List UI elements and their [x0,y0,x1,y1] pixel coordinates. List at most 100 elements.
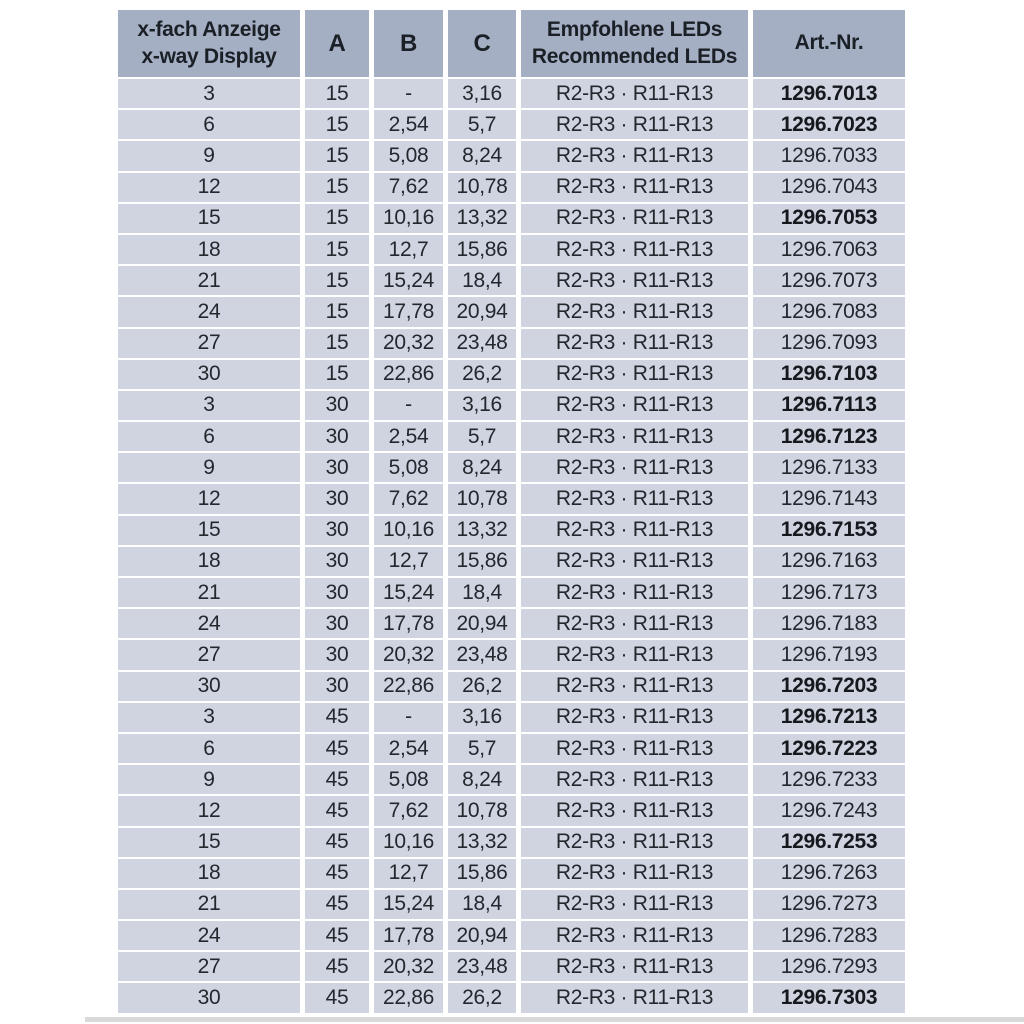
cell-b: 10,16 [374,203,443,233]
cell-c: 8,24 [448,765,516,795]
cell-art: 1296.7043 [753,172,905,202]
cell-art: 1296.7063 [753,234,905,265]
cell-art: 1296.7153 [753,515,905,545]
cell-art: 1296.7293 [753,952,905,982]
cell-leds: R2-R3 · R11-R13 [521,640,748,670]
cell-c: 15,86 [448,234,516,265]
cell-a: 45 [305,827,369,857]
cell-art: 1296.7083 [753,297,905,327]
cell-c: 13,32 [448,827,516,857]
cell-leds: R2-R3 · R11-R13 [521,827,748,857]
cell-leds: R2-R3 · R11-R13 [521,110,748,140]
cell-display: 12 [118,172,300,202]
cell-display: 15 [118,203,300,233]
cell-leds: R2-R3 · R11-R13 [521,515,748,545]
cell-display: 24 [118,609,300,639]
cell-leds: R2-R3 · R11-R13 [521,328,748,358]
cell-b: 20,32 [374,328,443,358]
cell-leds: R2-R3 · R11-R13 [521,765,748,795]
cell-c: 26,2 [448,671,516,701]
cell-c: 3,16 [448,79,516,109]
cell-display: 9 [118,765,300,795]
cell-leds: R2-R3 · R11-R13 [521,203,748,233]
cell-a: 30 [305,453,369,483]
cell-display: 9 [118,141,300,171]
cell-leds: R2-R3 · R11-R13 [521,359,748,389]
cell-leds: R2-R3 · R11-R13 [521,921,748,951]
cell-c: 10,78 [448,484,516,514]
cell-c: 20,94 [448,297,516,327]
cell-c: 23,48 [448,952,516,982]
cell-art: 1296.7163 [753,546,905,576]
cell-a: 30 [305,546,369,576]
cell-a: 30 [305,390,369,421]
cell-display: 18 [118,858,300,888]
cell-leds: R2-R3 · R11-R13 [521,484,748,514]
cell-leds: R2-R3 · R11-R13 [521,796,748,826]
cell-a: 30 [305,422,369,452]
cell-b: 17,78 [374,609,443,639]
cell-display: 18 [118,234,300,265]
cell-c: 26,2 [448,983,516,1013]
cell-a: 45 [305,858,369,888]
cell-a: 15 [305,328,369,358]
cell-leds: R2-R3 · R11-R13 [521,422,748,452]
cell-b: - [374,702,443,732]
cell-c: 10,78 [448,796,516,826]
cell-c: 5,7 [448,110,516,140]
cell-art: 1296.7263 [753,858,905,888]
cell-display: 24 [118,297,300,327]
cell-c: 20,94 [448,609,516,639]
cell-display: 30 [118,671,300,701]
cell-a: 30 [305,671,369,701]
cell-a: 15 [305,203,369,233]
cell-leds: R2-R3 · R11-R13 [521,733,748,764]
cell-c: 23,48 [448,640,516,670]
cell-leds: R2-R3 · R11-R13 [521,578,748,608]
cell-art: 1296.7173 [753,578,905,608]
cell-art: 1296.7113 [753,390,905,421]
cell-b: 7,62 [374,484,443,514]
cell-a: 30 [305,578,369,608]
cell-leds: R2-R3 · R11-R13 [521,952,748,982]
cell-b: 12,7 [374,858,443,888]
cell-leds: R2-R3 · R11-R13 [521,390,748,421]
cell-leds: R2-R3 · R11-R13 [521,546,748,576]
cell-a: 45 [305,765,369,795]
cell-a: 45 [305,983,369,1013]
cell-b: 22,86 [374,359,443,389]
column-header-leds-line2: Recommended LEDs [531,44,738,68]
cell-c: 8,24 [448,453,516,483]
page-edge-strip [85,1017,1024,1022]
cell-a: 15 [305,141,369,171]
cell-art: 1296.7253 [753,827,905,857]
cell-a: 45 [305,889,369,920]
cell-a: 45 [305,733,369,764]
cell-b: 5,08 [374,765,443,795]
cell-art: 1296.7223 [753,733,905,764]
cell-display: 21 [118,266,300,296]
cell-c: 18,4 [448,266,516,296]
cell-display: 21 [118,578,300,608]
cell-c: 5,7 [448,422,516,452]
cell-b: 5,08 [374,141,443,171]
cell-art: 1296.7303 [753,983,905,1013]
cell-a: 30 [305,640,369,670]
cell-leds: R2-R3 · R11-R13 [521,79,748,109]
cell-a: 15 [305,79,369,109]
cell-art: 1296.7013 [753,79,905,109]
column-header-leds-line1: Empfohlene LEDs [546,18,723,42]
cell-b: 7,62 [374,172,443,202]
column-header-b: B [374,10,443,77]
cell-c: 18,4 [448,578,516,608]
cell-display: 12 [118,796,300,826]
cell-c: 3,16 [448,390,516,421]
cell-art: 1296.7023 [753,110,905,140]
cell-art: 1296.7143 [753,484,905,514]
column-header-display-line2: x-way Display [141,44,277,68]
cell-leds: R2-R3 · R11-R13 [521,266,748,296]
cell-display: 6 [118,110,300,140]
cell-art: 1296.7103 [753,359,905,389]
cell-display: 21 [118,889,300,920]
cell-a: 45 [305,921,369,951]
